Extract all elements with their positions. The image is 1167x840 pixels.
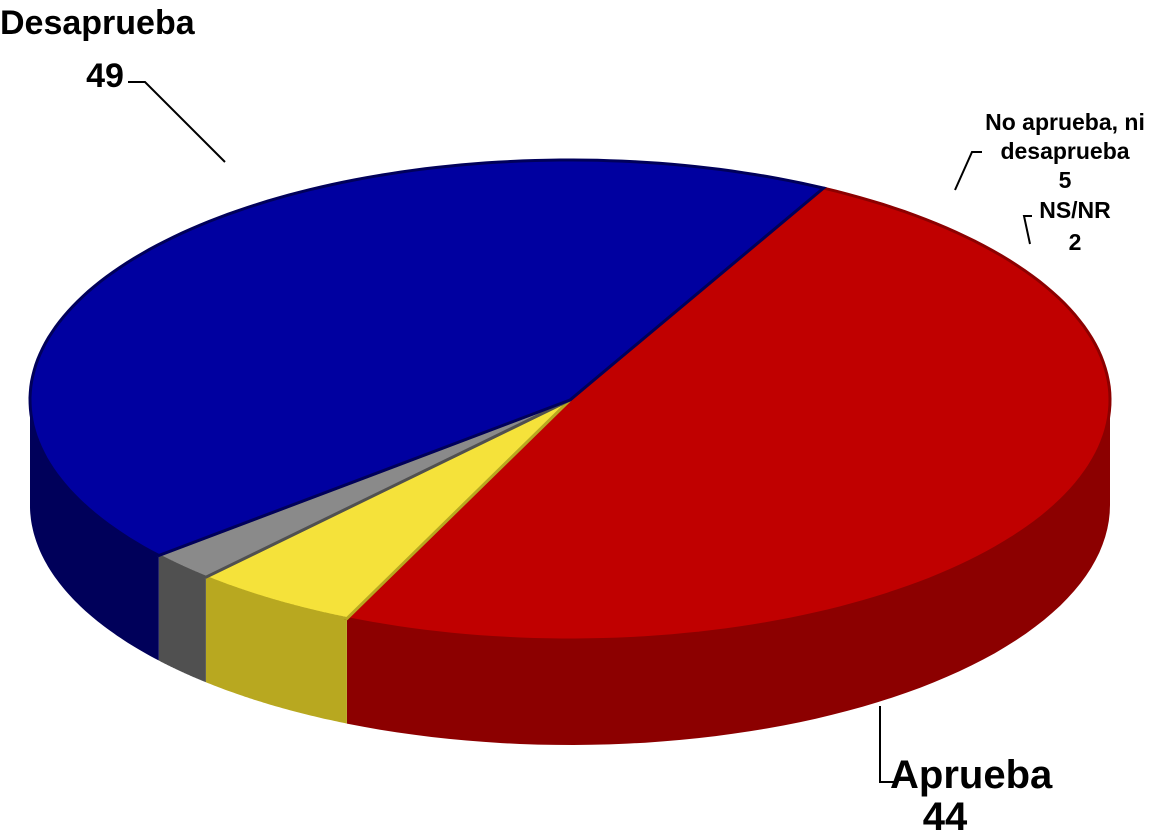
slice-label: Aprueba — [890, 753, 1053, 797]
leader-line — [879, 706, 895, 783]
slice-value: 2 — [1068, 229, 1082, 255]
slice-side — [205, 577, 347, 724]
slice-label: Desaprueba — [0, 4, 195, 42]
leader-line — [128, 81, 226, 163]
slice — [343, 186, 1112, 642]
slice-label: NS/NR — [1039, 197, 1111, 223]
slice-value: 5 — [1058, 167, 1072, 193]
slice — [28, 158, 827, 558]
leader-line — [1022, 215, 1032, 245]
slice — [155, 398, 571, 579]
slice-side — [30, 400, 159, 661]
slice-value: 44 — [922, 795, 968, 839]
slice — [202, 398, 572, 621]
slice-side — [346, 400, 1110, 745]
slice-value: 49 — [86, 57, 124, 95]
slice-side — [158, 555, 206, 683]
leader-line — [954, 151, 982, 191]
slice-label: No aprueba, ni desaprueba — [985, 109, 1145, 164]
